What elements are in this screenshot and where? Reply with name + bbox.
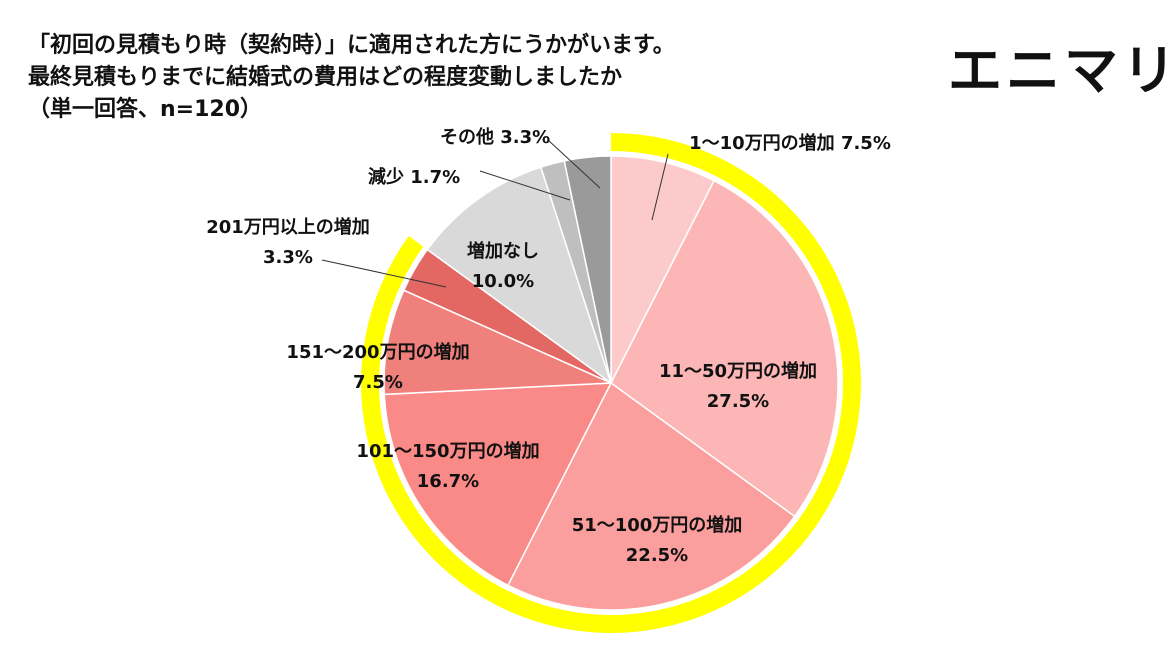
leader-line-1	[651, 153, 669, 221]
pie-slice-7	[426, 166, 613, 385]
slice-pct-label-3: 22.5%	[626, 545, 688, 566]
leader-line-8	[479, 170, 571, 201]
brand-logo: エニマリ	[948, 39, 1170, 102]
slice-label-2: 11〜50万円の増加	[659, 360, 817, 382]
slice-label-1: 1〜10万円の増加 7.5%	[689, 132, 891, 154]
slice-pct-label-6: 3.3%	[263, 247, 313, 268]
pie-slice-9	[563, 155, 612, 384]
slice-label-4: 101〜150万円の増加	[356, 440, 539, 462]
slice-label-8: 減少 1.7%	[368, 166, 460, 188]
pie-slice-3	[506, 381, 796, 611]
slice-pct-label-4: 16.7%	[417, 471, 479, 492]
slice-label-7: 増加なし	[467, 240, 539, 262]
pie-slice-4	[383, 382, 613, 587]
slice-label-9: その他 3.3%	[440, 126, 550, 148]
slice-pct-label-2: 27.5%	[707, 391, 769, 412]
slice-pct-label-7: 10.0%	[472, 271, 534, 292]
leader-line-6	[321, 259, 447, 288]
chart-title: 「初回の見積もり時（契約時）」に適用された方にうかがいます。 最終見積もりまでに…	[28, 30, 675, 126]
chart-title-line-3: （単一回答、n=120）	[28, 97, 263, 122]
pie-slice-5	[383, 289, 612, 396]
slice-label-6: 201万円以上の増加	[206, 216, 370, 238]
pie-slice-1	[610, 155, 716, 384]
slice-label-5: 151〜200万円の増加	[286, 341, 469, 363]
slice-pct-label-5: 7.5%	[353, 372, 403, 393]
pie-slice-2	[610, 179, 839, 518]
chart-title-line-1: 「初回の見積もり時（契約時）」に適用された方にうかがいます。	[28, 33, 675, 58]
leader-line-9	[547, 139, 601, 189]
chart-title-line-2: 最終見積もりまでに結婚式の費用はどの程度変動しましたか	[28, 65, 623, 90]
slice-label-3: 51〜100万円の増加	[572, 514, 743, 536]
